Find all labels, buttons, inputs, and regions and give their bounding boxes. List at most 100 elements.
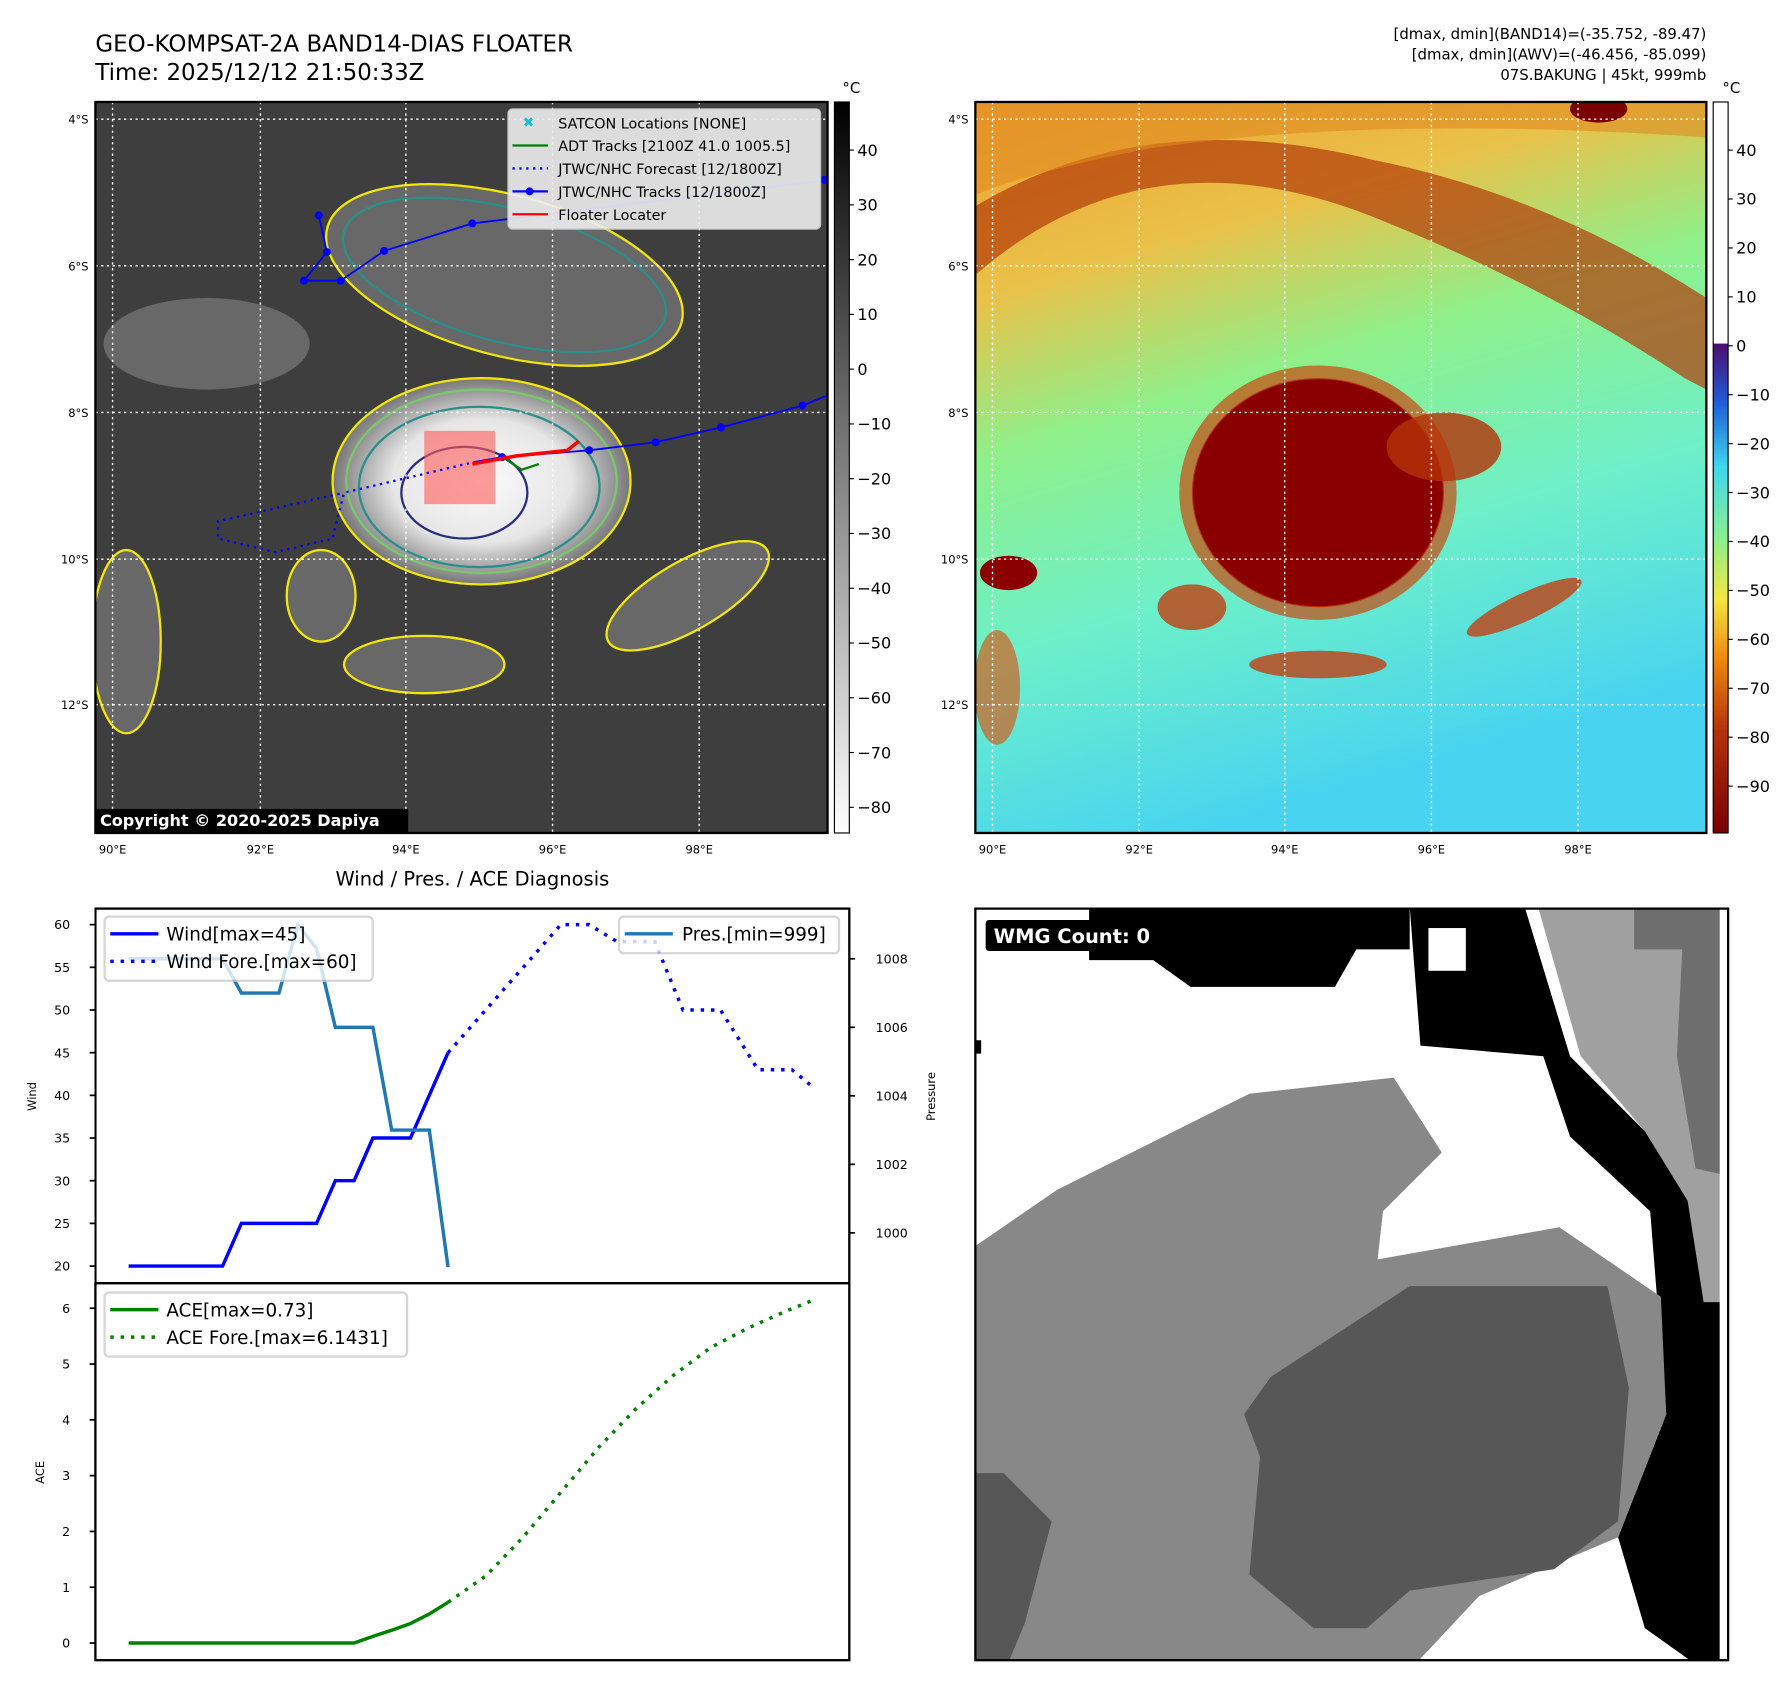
colorbar-tick-label: −40	[1736, 532, 1770, 551]
ir-colorbar-ticks: 40 30 20 10 0 −10 −20 −30 −40 −50 −60 −70 −80	[849, 141, 891, 817]
info-band14: [dmax, dmin](BAND14)=(-35.752, -89.47)	[1394, 25, 1707, 43]
lat-label: 10°S	[941, 553, 969, 567]
colorbar-tick-label: 30	[1736, 190, 1756, 209]
colorbar-tick-label: −60	[857, 688, 891, 707]
ace-tick-label: 2	[62, 1524, 70, 1539]
lon-label: 96°E	[1418, 843, 1446, 857]
colorbar-tick-label: −50	[1736, 581, 1770, 600]
ace-tick-label: 5	[62, 1357, 70, 1372]
map-legend: ✖ SATCON Locations [NONE] ADT Tracks [21…	[507, 108, 822, 230]
ace-tick-label: 4	[62, 1412, 70, 1427]
colorbar-tick-label: −10	[857, 415, 891, 434]
awv-colorbar	[1712, 101, 1729, 834]
wmg-panel[interactable]: WMG Count: 0	[970, 906, 1729, 1687]
lon-label: 98°E	[1564, 843, 1592, 857]
pressure-tick-label: 1004	[876, 1088, 908, 1103]
wind-tick-label: 20	[54, 1259, 70, 1274]
wind-axis-label: Wind	[25, 1082, 39, 1111]
chart-title: Wind / Pres. / ACE Diagnosis	[335, 868, 609, 891]
lon-label: 90°E	[99, 843, 127, 857]
legend-satcon: SATCON Locations [NONE]	[558, 116, 746, 132]
colorbar-tick-label: −60	[1736, 630, 1770, 649]
info-storm: 07S.BAKUNG | 45kt, 999mb	[1500, 66, 1706, 84]
legend-wind-forecast: Wind Fore.[max=60]	[166, 952, 356, 973]
colorbar-tick-label: −40	[857, 579, 891, 598]
lon-label: 90°E	[979, 843, 1007, 857]
wind-tick-label: 50	[54, 1003, 70, 1018]
colorbar-tick-label: −80	[1736, 728, 1770, 747]
lat-label: 8°S	[68, 406, 88, 420]
pressure-axis-label: Pressure	[924, 1072, 938, 1121]
ace-line	[128, 1600, 449, 1645]
lon-label: 94°E	[392, 843, 420, 857]
info-awv: [dmax, dmin](AWV)=(-46.456, -85.099)	[1412, 46, 1707, 64]
lat-label: 6°S	[948, 259, 968, 273]
colorbar-tick-label: 0	[857, 360, 867, 379]
jtwc-forecast-track	[216, 460, 477, 554]
colorbar-tick-label: −90	[1736, 777, 1770, 796]
wind-tick-label: 55	[54, 960, 70, 975]
lat-label: 12°S	[941, 698, 969, 712]
wind-line	[128, 1051, 450, 1268]
ace-forecast-line	[447, 1298, 814, 1604]
awv-colorbar-unit: °C	[1722, 79, 1740, 97]
lat-label: 10°S	[61, 553, 89, 567]
colorbar-tick-label: 40	[857, 141, 877, 160]
colorbar-tick-label: −30	[1736, 483, 1770, 502]
legend-satcon-icon: ✖	[523, 115, 535, 131]
wind-tick-label: 35	[54, 1131, 70, 1146]
ir-colorbar	[833, 101, 850, 834]
pressure-legend: Pres.[min=999]	[617, 915, 841, 955]
lon-label: 92°E	[247, 843, 274, 857]
legend-wind: Wind[max=45]	[166, 925, 305, 946]
wmg-count-label: WMG Count: 0	[994, 925, 1150, 948]
colorbar-tick-label: −70	[1736, 679, 1770, 698]
adt-track	[503, 457, 540, 472]
wind-tick-label: 30	[54, 1173, 70, 1188]
awv-map-axes: 4°S 6°S 8°S 10°S 12°S 90°E 92°E 94°E 96°E 98°E	[941, 113, 1592, 857]
lon-label: 96°E	[539, 843, 566, 857]
floater-locater-line	[472, 439, 580, 466]
colorbar-tick-label: −70	[857, 743, 891, 762]
colorbar-tick-label: 10	[857, 305, 877, 324]
ace-axis-label: ACE	[33, 1461, 47, 1484]
figure-title: GEO-KOMPSAT-2A BAND14-DIAS FLOATER	[95, 32, 573, 58]
colorbar-tick-label: −30	[857, 524, 891, 543]
legend-floater: Floater Locater	[558, 208, 666, 224]
ir-map-axes: 4°S 6°S 8°S 10°S 12°S 90°E 92°E 94°E 96°E 98°E	[61, 113, 713, 857]
pressure-tick-label: 1000	[876, 1225, 908, 1240]
wind-tick-label: 40	[54, 1088, 70, 1103]
colorbar-tick-label: 20	[857, 250, 877, 269]
legend-jtwc-tracks: JTWC/NHC Tracks [12/1800Z]	[557, 185, 766, 201]
colorbar-tick-label: 10	[1736, 288, 1756, 307]
legend-ace: ACE[max=0.73]	[166, 1300, 313, 1321]
wind-tick-label: 45	[54, 1045, 70, 1060]
colorbar-tick-label: −80	[857, 798, 891, 817]
awv-colorbar-ticks: 40 30 20 10 0 −10 −20 −30 −40 −50 −60 −70 −80 −90	[1728, 141, 1770, 796]
ace-tick-label: 1	[62, 1580, 70, 1595]
colorbar-tick-label: 20	[1736, 239, 1756, 258]
lat-label: 4°S	[68, 113, 88, 127]
ace-tick-label: 6	[62, 1301, 70, 1316]
lat-label: 8°S	[948, 406, 968, 420]
wind-tick-label: 60	[54, 917, 70, 932]
colorbar-tick-label: −20	[857, 469, 891, 488]
legend-ace-forecast: ACE Fore.[max=6.1431]	[166, 1328, 387, 1349]
lat-label: 6°S	[68, 259, 88, 273]
lon-label: 94°E	[1271, 843, 1299, 857]
colorbar-tick-label: 40	[1736, 141, 1756, 160]
ace-legend: ACE[max=0.73] ACE Fore.[max=6.1431]	[103, 1291, 409, 1358]
ir-colorbar-unit: °C	[842, 79, 860, 97]
wind-tick-label: 25	[54, 1216, 70, 1231]
ace-tick-label: 0	[62, 1636, 70, 1651]
awv-map-panel[interactable]	[974, 95, 1707, 833]
lat-label: 4°S	[948, 113, 968, 127]
colorbar-tick-label: 0	[1736, 337, 1746, 356]
wind-legend: Wind[max=45] Wind Fore.[max=60]	[103, 915, 374, 982]
legend-pressure: Pres.[min=999]	[682, 925, 826, 946]
pressure-tick-label: 1006	[876, 1020, 908, 1035]
colorbar-tick-label: −10	[1736, 385, 1770, 404]
colorbar-tick-label: −20	[1736, 434, 1770, 453]
lon-label: 92°E	[1125, 843, 1153, 857]
